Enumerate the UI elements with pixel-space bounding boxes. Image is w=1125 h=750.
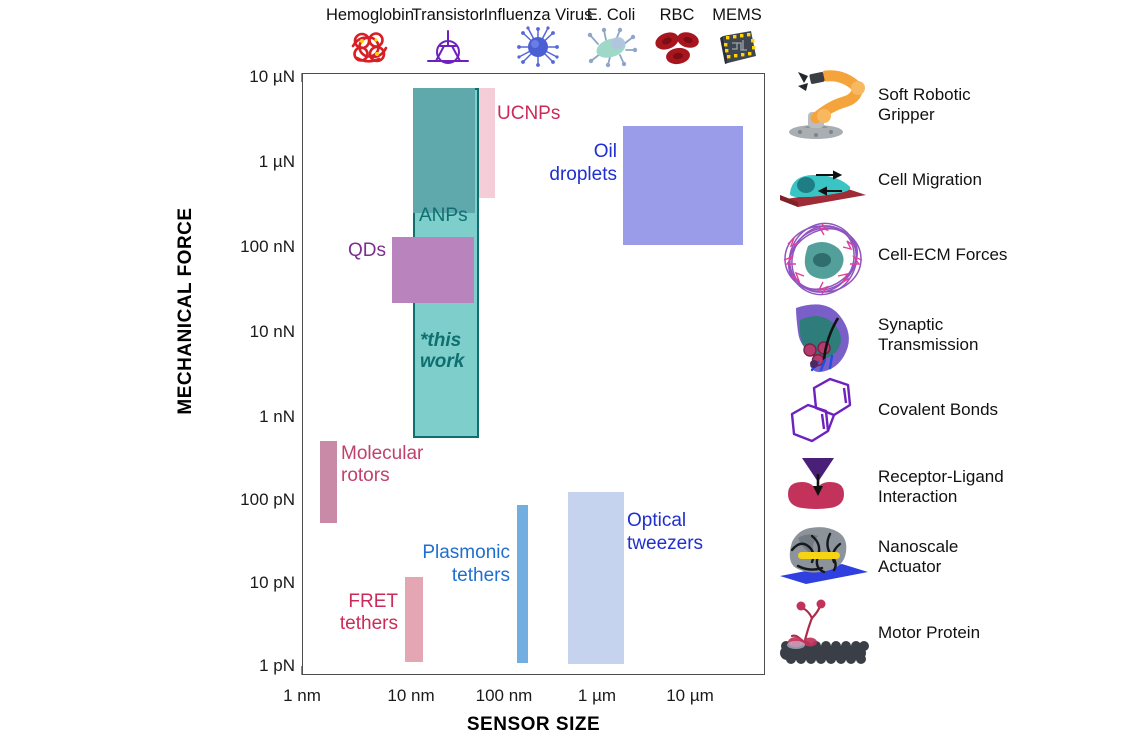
x-tick-label: 100 nm [475,686,533,705]
x-tick-label: 1 µm [577,686,617,705]
top-item-mems: MEMS [702,6,772,67]
legend-row-nanoscale-actuator[interactable]: Nanoscale Actuator [778,522,1125,592]
region-molecular-rotors[interactable] [320,441,337,523]
x-tick-label: 10 µm [666,686,714,705]
receptor-ligand-icon [778,452,870,522]
right-legend: Soft Robotic Gripper Cell Migration [778,70,1125,680]
top-item-label: MEMS [712,6,762,24]
legend-row-cell-ecm-forces[interactable]: Cell-ECM Forces [778,220,1125,296]
influenza-virus-icon [470,26,606,67]
top-item-ecoli: E. Coli [572,6,650,68]
region-label-plasmonic-tethers: Plasmonic tethers [422,542,510,586]
hemoglobin-icon [316,27,424,67]
x-axis-title: SENSOR SIZE [466,714,601,735]
legend-row-synaptic-transmission[interactable]: Synaptic Transmission [778,300,1125,373]
y-tick-label: 1 pN [259,656,295,675]
region-label-fret-tethers: FRET tethers [339,591,398,634]
mems-icon [702,27,772,67]
region-anps[interactable] [413,88,475,213]
region-label-ucnps: UCNPs [497,103,561,124]
top-item-transistor: Transistor [400,6,496,67]
motor-protein-icon [778,598,870,668]
legend-row-label: Covalent Bonds [878,400,999,419]
x-tick-label: 1 nm [283,686,321,705]
legend-row-label: Nanoscale Actuator [878,537,959,576]
legend-row-label: Receptor-Ligand Interaction [878,467,1004,506]
y-tick-label: 1 µN [258,152,295,171]
region-label-optical-tweezers: Optical tweezers [627,510,704,554]
legend-row-cell-migration[interactable]: Cell Migration [778,145,1125,215]
top-item-label: E. Coli [586,6,636,24]
legend-row-label: Cell Migration [878,170,982,189]
nanoscale-actuator-icon [778,522,870,592]
region-fret-tethers[interactable] [405,577,423,662]
plot-inner [303,74,764,674]
legend-row-receptor-ligand[interactable]: Receptor-Ligand Interaction [778,452,1125,522]
top-item-label: Influenza Virus [483,6,593,24]
legend-row-label: Motor Protein [878,623,981,642]
soft-robotic-gripper-icon [778,70,870,140]
rbc-icon [644,27,710,67]
region-oil-droplets[interactable] [623,126,743,245]
transistor-icon [400,27,496,67]
x-tick-label: 10 nm [387,686,435,705]
legend-row-motor-protein[interactable]: Motor Protein [778,598,1125,668]
synaptic-transmission-icon [778,300,870,373]
top-item-label: RBC [659,6,695,24]
top-item-label: Hemoglobin [325,6,415,24]
legend-row-soft-robotic-gripper[interactable]: Soft Robotic Gripper [778,70,1125,140]
region-label-molecular-rotors: Molecular rotors [341,443,424,486]
cell-ecm-forces-icon [778,220,870,296]
top-item-influenza-virus: Influenza Virus [470,6,606,67]
region-label-this-work: *this work [420,330,465,372]
legend-row-label: Cell-ECM Forces [878,245,1008,264]
region-plasmonic-tethers[interactable] [517,505,528,663]
y-tick-label: 1 nN [259,407,295,426]
y-tick-label: 10 µN [249,67,295,86]
legend-row-covalent-bonds[interactable]: Covalent Bonds [778,375,1125,445]
region-optical-tweezers[interactable] [568,492,624,664]
ecoli-icon [572,27,650,68]
y-axis-tick-labels: 10 µN 1 µN 100 nN 10 nN 1 nN 100 pN 10 p… [190,0,295,750]
region-label-oil-droplets: Oil droplets [549,141,617,185]
y-tick-label: 100 nN [240,237,295,256]
region-label-anps: ANPs [419,205,468,226]
region-qds[interactable] [392,237,474,303]
region-ucnps[interactable] [479,88,495,198]
top-item-hemoglobin: Hemoglobin [316,6,424,67]
legend-row-label: Soft Robotic Gripper [878,85,971,124]
y-tick-label: 10 nN [249,322,295,341]
cell-migration-icon [778,145,870,215]
top-item-rbc: RBC [644,6,710,67]
legend-row-label: Synaptic Transmission [878,315,979,354]
y-tick-label: 100 pN [240,490,295,509]
region-label-qds: QDs [348,240,386,261]
covalent-bonds-icon [778,375,870,445]
y-tick-label: 10 pN [249,573,295,592]
top-item-label: Transistor [411,6,485,24]
plot-area [302,73,765,675]
